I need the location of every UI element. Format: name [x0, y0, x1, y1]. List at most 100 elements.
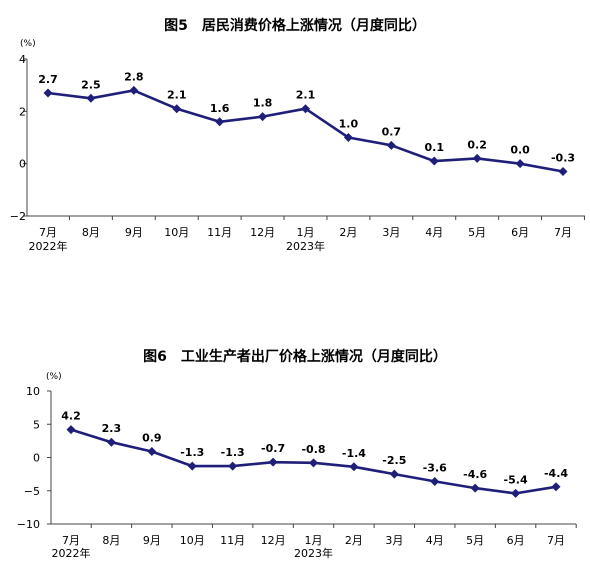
- data-point-marker: [172, 104, 182, 114]
- data-label: -0.3: [551, 152, 575, 165]
- y-tick-label: 0: [33, 452, 40, 465]
- x-tick-label: 6月: [511, 226, 529, 239]
- x-tick-label: 5月: [466, 534, 484, 547]
- data-point-marker: [43, 88, 53, 98]
- chart-title: 图5 居民消费价格上涨情况（月度同比）: [164, 17, 426, 34]
- x-tick-label: 1月: [297, 226, 315, 239]
- x-tick-label: 11月: [207, 226, 232, 239]
- data-point-marker: [558, 167, 568, 177]
- data-point-marker: [309, 458, 318, 468]
- data-label: 1.6: [210, 102, 230, 115]
- y-tick-label: 2: [19, 105, 26, 118]
- data-label: -1.4: [342, 447, 366, 460]
- data-point-marker: [268, 457, 278, 467]
- data-label: -0.7: [261, 442, 285, 455]
- x-tick-label: 10月: [164, 226, 189, 239]
- x-tick-label: 2月: [339, 226, 357, 239]
- data-label: 1.0: [339, 118, 359, 131]
- data-point-marker: [66, 425, 76, 435]
- data-point-marker: [86, 93, 96, 103]
- x-tick-label: 3月: [385, 534, 403, 547]
- y-tick-label: −10: [17, 518, 40, 531]
- x-year-label: 2022年: [52, 546, 91, 560]
- y-tick-label: 4: [19, 53, 26, 66]
- x-tick-label: 12月: [250, 226, 275, 239]
- data-label: -4.6: [463, 468, 487, 481]
- data-point-marker: [472, 153, 482, 163]
- data-label: 2.1: [167, 89, 187, 102]
- data-point-marker: [386, 140, 396, 150]
- data-label: -3.6: [423, 461, 447, 474]
- data-point-marker: [389, 469, 399, 479]
- data-label: -1.3: [180, 446, 204, 459]
- x-tick-label: 1月: [305, 534, 323, 547]
- data-label: -1.3: [221, 446, 245, 459]
- data-label: 0.7: [382, 125, 402, 138]
- data-point-marker: [429, 156, 439, 166]
- data-point-marker: [343, 133, 353, 142]
- data-label: 2.5: [81, 78, 101, 91]
- y-tick-label: 10: [26, 385, 40, 398]
- x-tick-label: 3月: [382, 226, 400, 239]
- x-tick-label: 8月: [102, 534, 120, 547]
- x-tick-label: 8月: [82, 226, 100, 239]
- x-tick-label: 9月: [125, 226, 143, 239]
- data-point-marker: [215, 117, 225, 127]
- data-point-marker: [349, 462, 359, 472]
- data-label: 4.2: [61, 410, 81, 423]
- data-label: 2.8: [124, 70, 144, 83]
- cpi-chart: 图5 居民消费价格上涨情况（月度同比） (%) 4 2 0 −2 7月 8月 9月 10月 11…: [10, 17, 585, 253]
- data-label: -4.4: [544, 467, 568, 480]
- x-tick-label: 4月: [425, 226, 443, 239]
- data-label: -0.8: [301, 443, 325, 456]
- data-label: 0.9: [142, 432, 162, 445]
- y-tick-label: 0: [19, 158, 26, 171]
- data-point-marker: [511, 488, 521, 498]
- data-point-marker: [106, 437, 116, 447]
- x-tick-label: 2月: [345, 534, 363, 547]
- y-tick-label: −2: [10, 210, 26, 223]
- data-label: 0.2: [467, 138, 487, 151]
- data-label: 2.7: [38, 73, 58, 86]
- data-label: 0.1: [425, 141, 445, 154]
- series-line: [47, 89, 564, 173]
- data-point-marker: [228, 461, 238, 471]
- x-tick-label: 7月: [39, 226, 57, 239]
- chart-title: 图6 工业生产者出厂价格上涨情况（月度同比）: [143, 348, 447, 365]
- x-tick-label: 12月: [261, 534, 286, 547]
- data-label: -5.4: [504, 473, 528, 486]
- x-year-label: 2023年: [286, 239, 325, 253]
- x-tick-label: 10月: [180, 534, 205, 547]
- x-tick-label: 7月: [62, 534, 80, 547]
- data-label: 0.0: [510, 144, 530, 157]
- x-tick-label: 5月: [468, 226, 486, 239]
- data-label: -2.5: [382, 454, 406, 467]
- data-label: 2.1: [296, 89, 316, 102]
- x-year-label: 2023年: [294, 546, 333, 560]
- data-point-marker: [258, 112, 268, 122]
- x-tick-label: 9月: [143, 534, 161, 547]
- y-tick-label: 5: [33, 418, 40, 431]
- data-point-marker: [551, 482, 561, 492]
- data-point-marker: [430, 476, 440, 486]
- y-unit-label: (%): [46, 372, 62, 382]
- data-point-marker: [129, 85, 139, 95]
- x-tick-label: 7月: [547, 534, 565, 547]
- x-tick-label: 7月: [554, 226, 572, 239]
- data-point-marker: [187, 461, 197, 471]
- y-tick-label: −5: [24, 485, 40, 498]
- data-label: 1.8: [253, 97, 273, 110]
- data-point-marker: [147, 447, 157, 457]
- ppi-chart: 图6 工业生产者出厂价格上涨情况（月度同比） (%) 10 5 0 −5 −10 7月 8月…: [17, 348, 577, 560]
- data-point-marker: [301, 104, 310, 114]
- data-point-marker: [515, 159, 525, 169]
- x-tick-label: 4月: [426, 534, 444, 547]
- x-tick-label: 6月: [507, 534, 525, 547]
- data-label: 2.3: [102, 422, 122, 435]
- y-unit-label: (%): [20, 39, 36, 49]
- data-point-marker: [470, 483, 480, 493]
- x-year-label: 2022年: [29, 239, 68, 253]
- x-tick-label: 11月: [220, 534, 245, 547]
